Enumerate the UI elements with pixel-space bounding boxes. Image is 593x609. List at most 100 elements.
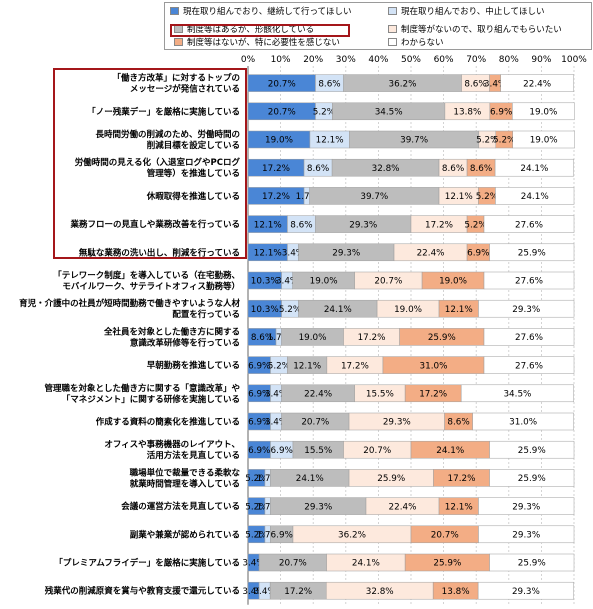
bar-segment [489,243,575,262]
legend-swatch-5 [174,38,183,46]
data-label: 20.7% [363,446,391,456]
category-label: 業務フローの見直しや業務改善を行っている [70,219,241,230]
data-label: 36.2% [389,79,417,89]
legend [164,2,592,50]
data-label: 25.9% [377,474,405,484]
data-label: 5.2% [245,474,267,484]
legend-item-4: 制度等がないので、取り組んでもらいたい [388,25,562,36]
data-label: 6.9% [271,531,293,541]
data-label: 1.7% [268,333,290,343]
data-label: 6.9% [271,446,293,456]
category-label: 会議の運営方法を見直している [120,501,240,512]
legend-label-6: わからない [401,38,444,48]
data-label: 20.7% [268,108,296,118]
category-label: 「ノー残業デー」を厳格に実施している [87,106,240,117]
bar-segment [483,271,575,290]
data-label: 3.4% [276,277,298,287]
data-label: 17.2% [448,474,476,484]
data-label: 10.3% [251,277,279,287]
bar-segment [512,130,575,149]
data-label: 34.5% [503,390,531,400]
data-label: 8.6% [307,164,329,174]
data-label: 5.2% [245,531,267,541]
data-label: 6.9% [490,108,512,118]
legend-swatch-4 [388,25,397,33]
data-label: 27.6% [515,361,543,371]
data-label: 8.6% [290,220,312,230]
data-label: 27.6% [515,220,543,230]
data-label: 12.1% [445,192,473,202]
legend-item-1: 現在取り組んでおり、継続して行ってほしい [170,7,352,18]
data-label: 3.4% [265,418,287,428]
data-label: 20.7% [374,277,402,287]
data-label: 8.6% [464,79,486,89]
data-label: 3.4% [265,390,287,400]
category-highlight-box [53,68,247,259]
x-tick-label: 70% [466,55,486,65]
bar-segment [500,74,574,92]
category-label: 作成する資料の簡素化を推進している [96,417,240,428]
category-label: 残業代の削減原資を賞与や教育支援で還元している [45,586,240,597]
data-label: 22.4% [389,502,417,512]
data-label: 22.4% [304,390,332,400]
data-label: 25.9% [518,559,546,569]
category-label: オフィスや事務機器のレイアウト、活用方法を見直している [104,439,240,461]
data-label: 8.6% [447,418,469,428]
data-label: 5.2% [268,361,290,371]
category-label: 無駄な業務の洗い出し、削減を行っている [79,247,240,258]
data-label: 31.0% [509,418,537,428]
x-tick-label: 40% [368,55,388,65]
bar-segment [483,215,575,233]
legend-swatch-6 [388,38,397,46]
category-label: 「働き方改革」に対するトップのメッセージが発信されている [112,73,240,95]
legend-label-3: 制度等はあるが、形骸化している [187,25,315,35]
data-label: 8.6% [318,79,340,89]
data-label: 5.2% [493,136,515,146]
data-label: 5.2% [476,192,498,202]
data-label: 13.8% [453,108,481,118]
data-label: 15.5% [304,446,332,456]
data-label: 3.4% [242,559,264,569]
data-label: 6.9% [248,418,270,428]
data-label: 17.2% [419,390,447,400]
data-label: 31.0% [420,361,448,371]
bar-segment [472,412,574,431]
bar-segment [460,384,574,403]
data-label: 29.3% [512,502,540,512]
data-label: 1.7% [257,474,279,484]
data-label: 3.4% [484,79,506,89]
x-tick-label: 60% [434,55,454,65]
data-label: 24.1% [324,305,352,315]
data-label: 39.7% [400,136,428,146]
data-label: 20.7% [279,559,307,569]
data-label: 17.2% [262,192,290,202]
data-label: 24.1% [296,474,324,484]
data-label: 19.0% [529,108,557,118]
data-label: 12.1% [254,220,282,230]
bar-segment [512,102,575,121]
data-label: 29.3% [512,531,540,541]
data-label: 12.1% [254,249,282,259]
data-label: 8.6% [251,333,273,343]
data-label: 8.6% [470,164,492,174]
data-label: 5.2% [245,502,267,512]
legend-item-6: わからない [388,38,444,49]
data-label: 24.1% [520,164,548,174]
x-tick-label: 80% [499,55,519,65]
legend-highlight-box [170,24,350,37]
data-label: 3.4% [253,587,275,597]
data-label: 6.9% [467,249,489,259]
data-label: 19.0% [299,333,327,343]
data-label: 39.7% [360,192,388,202]
data-label: 15.5% [366,390,394,400]
bar-segment [483,328,575,346]
category-label: 早朝勤務を推進している [147,360,240,371]
data-label: 25.9% [518,249,546,259]
data-label: 12.1% [316,136,344,146]
data-label: 17.2% [425,220,453,230]
data-label: 24.1% [436,446,464,456]
data-label: 5.2% [476,136,498,146]
data-label: 20.7% [268,79,296,89]
bar-segment [489,553,575,572]
